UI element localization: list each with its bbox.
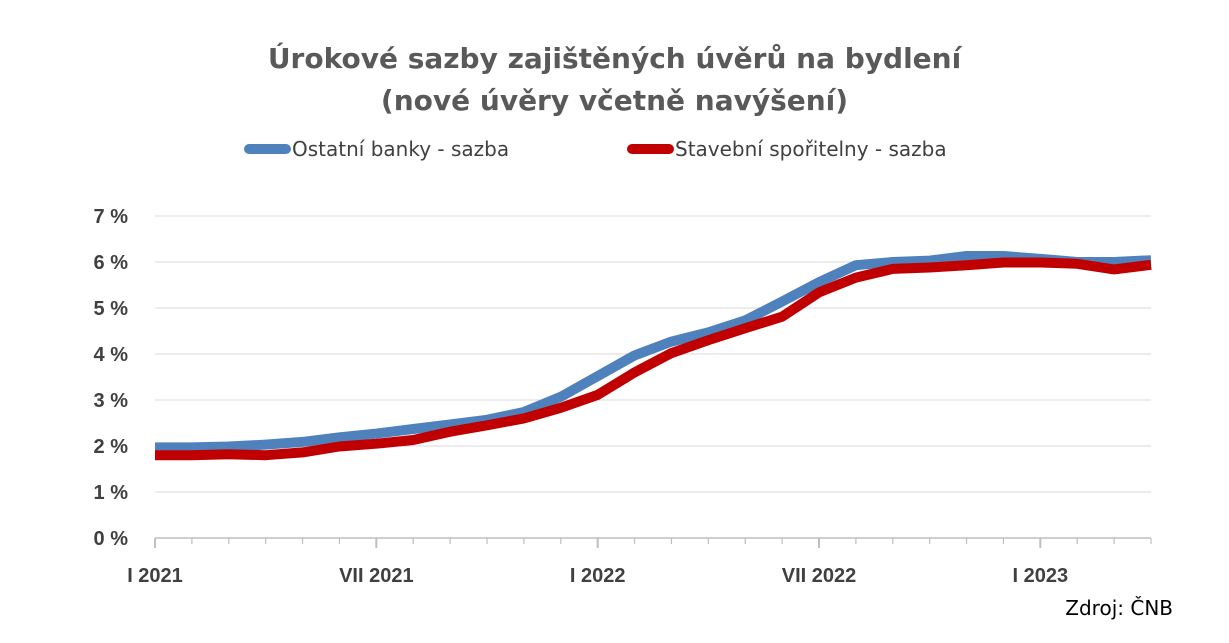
x-tick-label: I 2021 <box>127 565 183 587</box>
chart-title: Úrokové sazby zajištěných úvěrů na bydle… <box>0 38 1229 122</box>
chart-title-line-2: (nové úvěry včetně navýšení) <box>380 84 849 117</box>
x-tick-label: I 2022 <box>570 565 626 587</box>
y-tick-label: 0 % <box>94 528 129 550</box>
x-tick-label: I 2023 <box>1013 565 1069 587</box>
y-tick-label: 5 % <box>94 298 129 320</box>
x-tick-label: VII 2021 <box>339 565 414 587</box>
x-tick-label: VII 2022 <box>782 565 857 587</box>
legend-item-stavebni-sporitelny: Stavební spořitelny - sazba <box>627 137 947 161</box>
y-tick-label: 2 % <box>94 436 129 458</box>
y-tick-label: 4 % <box>94 344 129 366</box>
series-lines <box>155 251 1152 461</box>
source-note: Zdroj: ČNB <box>1065 596 1173 620</box>
series-line-ostatni-banky <box>155 251 1152 453</box>
y-axis-tick-labels: 0 % 1 % 2 % 3 % 4 % 5 % 6 % 7 % <box>94 206 129 550</box>
y-tick-label: 6 % <box>94 252 129 274</box>
y-tick-label: 7 % <box>94 206 129 228</box>
y-tick-label: 3 % <box>94 390 129 412</box>
legend-label-stavebni-sporitelny: Stavební spořitelny - sazba <box>675 137 947 161</box>
legend-item-ostatni-banky: Ostatní banky - sazba <box>244 137 509 161</box>
legend-label-ostatni-banky: Ostatní banky - sazba <box>292 137 509 161</box>
y-tick-label: 1 % <box>94 482 129 504</box>
legend: Ostatní banky - sazba Stavební spořiteln… <box>244 137 947 161</box>
series-line-stavebni-sporitelny <box>155 257 1152 461</box>
x-axis: I 2021 VII 2021 I 2022 VII 2022 I 2023 <box>127 537 1152 587</box>
chart-title-line-1: Úrokové sazby zajištěných úvěrů na bydle… <box>267 42 962 75</box>
